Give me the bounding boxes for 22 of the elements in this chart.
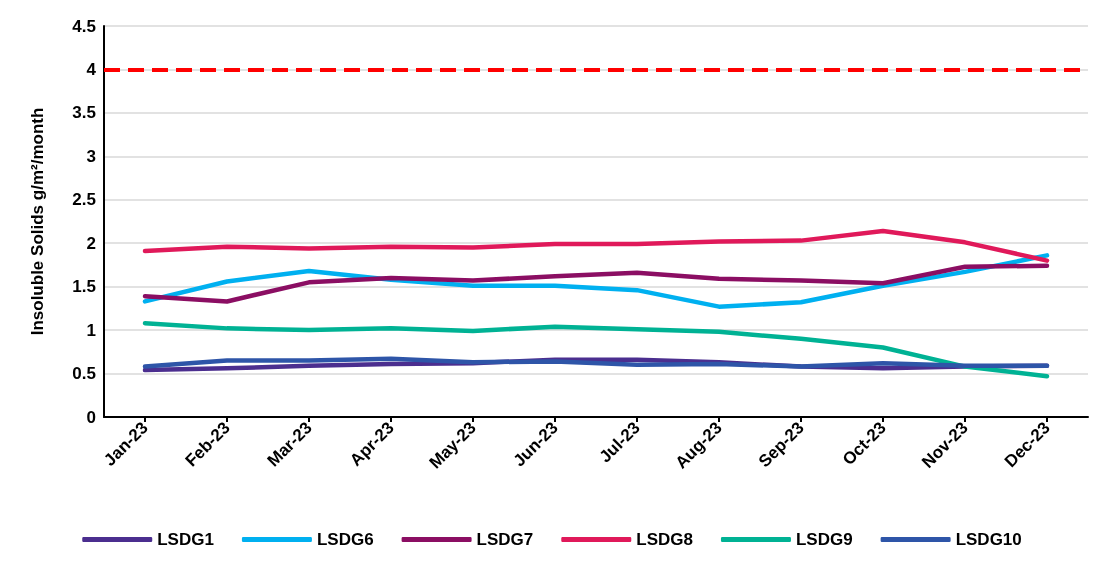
y-tick-label: 2 (86, 233, 96, 253)
y-tick-label: 0.5 (72, 364, 96, 384)
y-tick-label: 4.5 (72, 16, 96, 36)
line-series (142, 263, 1050, 304)
line-series (142, 356, 1050, 369)
legend-label: LSDG6 (316, 530, 374, 549)
y-tick-label: 4 (86, 59, 97, 79)
y-tick-label: 2.5 (72, 190, 96, 210)
line-series (142, 228, 1050, 263)
y-tick-label: 3 (86, 146, 96, 166)
legend-label: LSDG8 (636, 530, 693, 549)
y-axis-title: Insoluble Solids g/m²/month (28, 107, 47, 336)
y-tick-label: 3.5 (72, 103, 96, 123)
line-series (142, 253, 1050, 309)
legend-label: LSDG9 (795, 530, 853, 549)
legend-label: LSDG10 (955, 530, 1022, 549)
legend-label: LSDG1 (157, 530, 214, 549)
y-tick-label: 1.5 (72, 277, 96, 297)
y-tick-label: 1 (86, 320, 96, 340)
y-tick-label: 0 (86, 407, 96, 427)
legend-label: LSDG7 (476, 530, 534, 549)
line-series (142, 320, 1050, 379)
